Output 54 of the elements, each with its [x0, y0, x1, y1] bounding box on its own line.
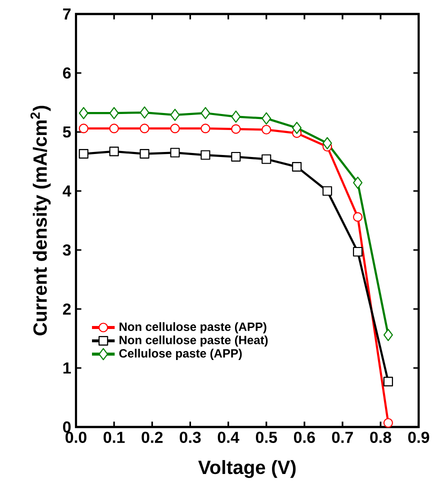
y-tick-label: 6: [63, 67, 71, 79]
y-tick-label: 7: [63, 8, 71, 20]
point: [383, 328, 393, 342]
x-tick-label: 0.0: [66, 432, 86, 443]
point: [170, 124, 180, 134]
y-tick-label: 5: [62, 126, 71, 138]
x-tick-label: 0.7: [332, 432, 353, 443]
x-tick-label: 0.4: [218, 432, 240, 443]
point: [78, 124, 88, 134]
y-tick-label: 4: [62, 186, 72, 196]
point: [383, 418, 393, 428]
y-tick-label: 0: [63, 421, 71, 433]
x-tick-label: 0.6: [294, 432, 315, 443]
point: [200, 124, 210, 134]
y-tick-label: 2: [63, 303, 71, 315]
point: [262, 124, 272, 134]
point: [352, 246, 363, 257]
point: [109, 107, 119, 120]
y-tick-label: 3: [62, 244, 71, 256]
point: [231, 124, 241, 134]
point: [200, 150, 210, 160]
point: [200, 107, 210, 120]
point: [170, 108, 180, 122]
x-tick-label: 0.9: [408, 432, 430, 443]
x-tick-label: 0.3: [180, 432, 201, 444]
point: [231, 152, 241, 162]
point: [231, 110, 241, 123]
point: [140, 106, 150, 119]
x-tick-label: 0.8: [370, 432, 392, 443]
point: [292, 162, 302, 172]
point: [383, 376, 393, 386]
y-axis-title: Current density (mA/cm$^{2}$): [30, 106, 51, 336]
point: [322, 137, 332, 150]
point: [322, 186, 332, 196]
point: [140, 149, 150, 159]
point: [170, 148, 180, 158]
legend-label: Cellulose paste (APP): [119, 348, 242, 360]
point: [292, 122, 302, 134]
point: [140, 124, 150, 134]
point: [78, 107, 88, 120]
point: [262, 112, 272, 125]
point: [262, 154, 272, 164]
x-tick-label: 0.5: [256, 432, 277, 443]
y-tick-label: 1: [63, 362, 71, 374]
x-tick-label: 0.2: [142, 432, 163, 443]
point: [353, 176, 362, 189]
point: [109, 124, 119, 134]
point: [109, 146, 119, 156]
x-tick-label: 0.1: [104, 432, 125, 443]
x-axis-title: Voltage (V): [198, 460, 296, 478]
legend-label: Non cellulose paste (Heat): [120, 336, 268, 347]
point: [78, 149, 88, 159]
point: [352, 212, 363, 222]
legend-label: Non cellulose paste (APP): [120, 322, 266, 334]
